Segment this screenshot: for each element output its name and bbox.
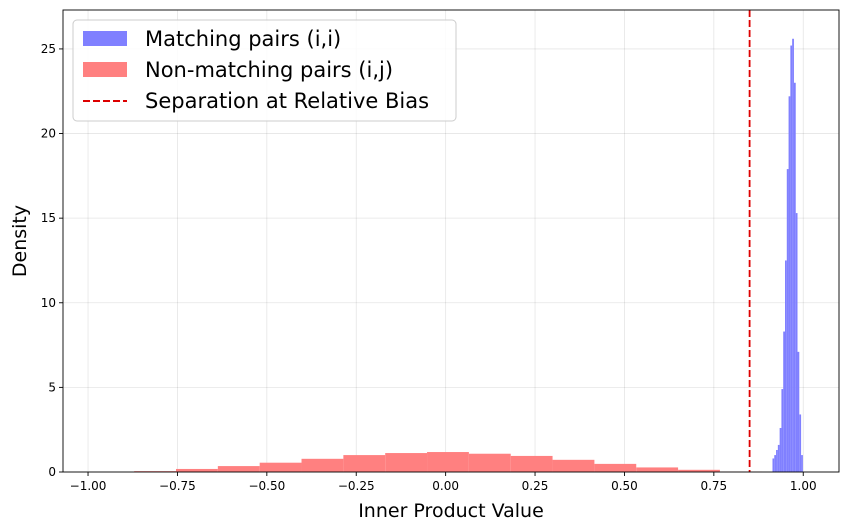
histogram-bar-matching (801, 455, 803, 472)
histogram-bar-non-matching (385, 453, 428, 472)
histogram-bar-non-matching (594, 463, 637, 472)
histogram-bar-matching (783, 331, 786, 472)
x-tick-label: 0.00 (432, 479, 459, 493)
y-tick-label: 0 (48, 465, 56, 479)
histogram-bar-matching (795, 213, 798, 473)
histogram-bar-matching (785, 260, 787, 472)
histogram-bar-matching (779, 428, 782, 472)
x-axis-label: Inner Product Value (358, 500, 544, 522)
axis-ticks: −1.00 −0.75 −0.50 −0.25 0.00 0.25 0.50 0.75 1.00… (41, 42, 817, 493)
x-tick-label: 0.75 (700, 479, 727, 493)
y-tick-label: 5 (48, 380, 56, 394)
legend-box (72, 19, 457, 122)
histogram-bar-non-matching (427, 452, 469, 472)
x-tick-label: 1.00 (790, 479, 817, 493)
x-tick-label: −0.25 (338, 479, 375, 493)
histogram-bar-non-matching (259, 462, 302, 472)
x-tick-label: −1.00 (70, 479, 107, 493)
histogram-bar-non-matching (552, 459, 595, 472)
legend-swatch-non-matching (83, 62, 127, 77)
histogram-bar-non-matching (636, 467, 679, 472)
histogram-bar-matching (797, 351, 800, 472)
x-tick-label: 0.25 (522, 479, 549, 493)
histogram-bar-non-matching (510, 455, 553, 472)
histogram-bar-matching (774, 455, 777, 472)
histogram-bar-non-matching (343, 455, 386, 472)
histogram-bars (134, 38, 803, 473)
legend-label-non-matching: Non-matching pairs (i,j) (145, 58, 393, 82)
histogram-bar-matching (777, 444, 780, 472)
histogram-bar-non-matching (301, 458, 344, 472)
histogram-bar-matching (781, 389, 784, 472)
y-tick-label: 10 (41, 296, 56, 310)
histogram-bar-matching (793, 82, 796, 473)
x-tick-label: −0.50 (248, 479, 285, 493)
histogram-bar-non-matching (678, 469, 720, 472)
histogram-bar-matching (792, 38, 794, 473)
legend-swatch-matching (83, 31, 127, 46)
plot-frame (62, 9, 840, 473)
legend-label-separation: Separation at Relative Bias (145, 89, 429, 113)
histogram-bar-non-matching (176, 468, 218, 472)
histogram-bar-matching (772, 458, 775, 472)
legend-label-matching: Matching pairs (i,i) (145, 27, 341, 51)
histogram-bar-matching (786, 169, 789, 473)
histogram-bar-matching (790, 45, 793, 473)
y-tick-label: 20 (41, 127, 56, 141)
x-tick-label: −0.75 (159, 479, 196, 493)
histogram-bar-non-matching (217, 466, 260, 472)
histogram-bar-matching (788, 96, 791, 473)
x-tick-label: 0.50 (611, 479, 638, 493)
histogram-bar-matching (776, 450, 778, 472)
histogram-bar-non-matching (468, 453, 511, 472)
y-axis-label: Density (9, 205, 31, 277)
y-tick-label: 25 (41, 42, 56, 56)
y-tick-label: 15 (41, 211, 56, 225)
legend: Matching pairs (i,i) Non-matching pairs … (72, 19, 457, 122)
histogram-bar-matching (799, 414, 802, 472)
